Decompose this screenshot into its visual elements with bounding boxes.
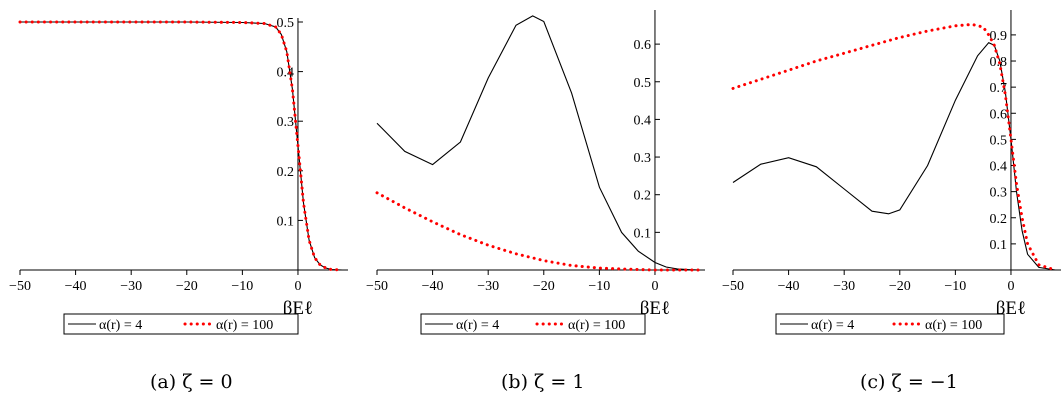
series-line-alpha-4 [732, 42, 1056, 271]
x-tick-label: 0 [651, 279, 658, 294]
y-tick-label: 0.5 [989, 133, 1007, 148]
x-axis-label: βEℓ [640, 298, 670, 319]
y-tick-label: 0.2 [989, 212, 1007, 227]
x-tick-label: −40 [778, 279, 800, 294]
y-tick-label: 0.2 [633, 189, 651, 204]
legend-label: α(r) = 100 [216, 318, 273, 333]
legend-box [63, 313, 299, 335]
x-tick-label: −30 [477, 279, 499, 294]
x-tick-label: −30 [120, 279, 142, 294]
y-tick-label: 0.4 [989, 160, 1007, 175]
legend-label: α(r) = 4 [99, 318, 142, 333]
x-tick-label: −40 [422, 279, 444, 294]
y-tick-label: 0.5 [633, 76, 651, 91]
y-tick-label: 0.1 [276, 214, 294, 229]
y-tick-label: 0.3 [633, 151, 651, 166]
y-tick-label: 0.6 [633, 38, 651, 53]
subfigure-caption: (b) ζ = 1 [501, 371, 584, 393]
series-line-alpha-100 [731, 22, 1057, 272]
chart-panel-2: −50 −40 −30 −20 −10 00.10.20.30.40.50.6βEℓα(r… [366, 10, 705, 393]
y-tick-label: 0.1 [633, 226, 651, 241]
legend-label: α(r) = 4 [811, 318, 854, 333]
chart-panel-3: −50 −40 −30 −20 −10 00.10.20.30.40.50.60.70.8… [722, 10, 1061, 393]
x-tick-label: 0 [1007, 279, 1014, 294]
legend-label: α(r) = 100 [568, 318, 625, 333]
legend: α(r) = 4 α(r) = 100 [775, 313, 1005, 335]
series-line-alpha-4 [20, 21, 343, 271]
x-tick-label: −10 [588, 279, 610, 294]
legend-box [420, 313, 646, 335]
x-tick-label: −20 [889, 279, 911, 294]
y-tick-label: 0.1 [989, 238, 1007, 253]
y-tick-label: 0.9 [989, 29, 1007, 44]
x-tick-label: −20 [176, 279, 198, 294]
x-tick-label: −10 [944, 279, 966, 294]
y-tick-label: 0.3 [276, 115, 294, 130]
legend: α(r) = 4 α(r) = 100 [63, 313, 299, 335]
x-tick-label: −30 [833, 279, 855, 294]
y-tick-label: 0.2 [276, 165, 294, 180]
x-tick-label: −10 [231, 279, 253, 294]
series-line-alpha-100 [375, 191, 701, 272]
y-tick-label: 0.4 [633, 113, 651, 128]
subfigure-caption: (c) ζ = −1 [860, 371, 958, 393]
x-tick-label: −50 [366, 279, 388, 294]
subfigure-caption: (a) ζ = 0 [150, 371, 233, 393]
y-tick-label: 0.5 [276, 16, 294, 31]
legend: α(r) = 4 α(r) = 100 [420, 313, 646, 335]
x-tick-label: −50 [722, 279, 744, 294]
y-tick-label: 0.3 [989, 186, 1007, 201]
y-tick-label: 0.6 [989, 107, 1007, 122]
legend-label: α(r) = 100 [925, 318, 982, 333]
series-line-alpha-100 [18, 20, 344, 272]
x-tick-label: −50 [9, 279, 31, 294]
legend-label: α(r) = 4 [456, 318, 499, 333]
x-tick-label: −20 [533, 279, 555, 294]
legend-box [775, 313, 1005, 335]
y-tick-label: 0.7 [989, 81, 1007, 96]
x-tick-label: −40 [65, 279, 87, 294]
series-line-alpha-4 [376, 15, 700, 271]
x-tick-label: 0 [294, 279, 301, 294]
